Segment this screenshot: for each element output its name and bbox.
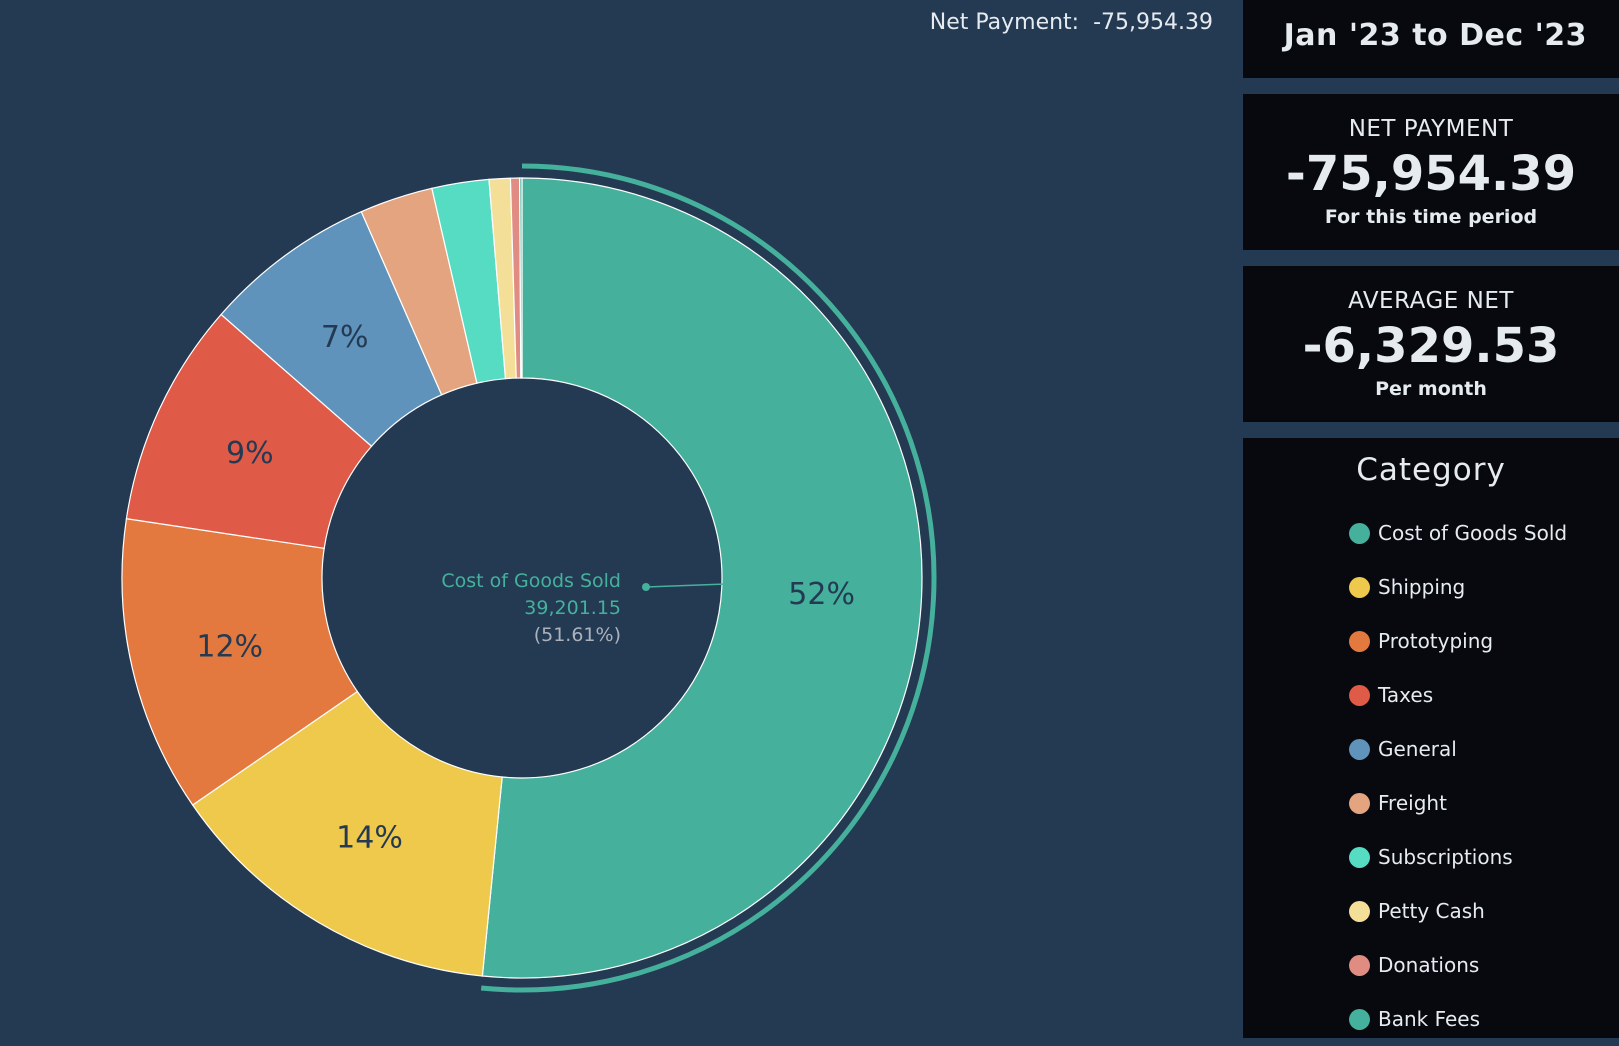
date-range: Jan '23 to Dec '23: [1283, 18, 1587, 53]
net-payment-title: NET PAYMENT: [1348, 116, 1514, 142]
legend-item-bank-fees[interactable]: Bank Fees: [1349, 992, 1567, 1046]
legend-label: Prototyping: [1378, 629, 1494, 653]
legend-dot-icon: [1349, 522, 1370, 544]
sidebar: Jan '23 to Dec '23 NET PAYMENT -75,954.3…: [1243, 0, 1619, 1038]
average-net-subtitle: Per month: [1375, 378, 1487, 400]
legend-label: Taxes: [1378, 683, 1434, 707]
legend-item-shipping[interactable]: Shipping: [1349, 560, 1567, 614]
net-payment-kpi: -75,954.39: [1285, 146, 1577, 202]
net-payment-label: Net Payment:: [929, 10, 1080, 35]
average-net-title: AVERAGE NET: [1348, 288, 1514, 314]
tooltip-value: 39,201.15: [524, 597, 621, 619]
legend-label: Cost of Goods Sold: [1378, 521, 1568, 545]
legend-dot-icon: [1349, 846, 1370, 868]
tooltip-leader-line: [645, 583, 727, 588]
slice-shipping[interactable]: [191, 690, 503, 977]
slice-label-cost-of-goods-sold: 52%: [788, 577, 855, 612]
legend-dot-icon: [1349, 576, 1370, 598]
slice-label-general: 7%: [321, 320, 369, 355]
legend-item-donations[interactable]: Donations: [1349, 938, 1567, 992]
legend-dot-icon: [1349, 900, 1370, 922]
net-payment-header: Net Payment: -75,954.39: [930, 10, 1213, 35]
legend-dot-icon: [1349, 684, 1370, 706]
net-payment-subtitle: For this time period: [1324, 206, 1538, 228]
legend-card: Category Cost of Goods Sold Shipping Proto…: [1243, 438, 1619, 1038]
legend-dot-icon: [1349, 630, 1370, 652]
highlight-arc-cost-of-goods-sold: [480, 163, 937, 993]
legend-label: Donations: [1378, 953, 1480, 977]
legend-item-cost-of-goods-sold[interactable]: Cost of Goods Sold: [1349, 506, 1567, 560]
legend-item-general[interactable]: General: [1349, 722, 1567, 776]
tooltip-category: Cost of Goods Sold: [441, 570, 621, 592]
legend-label: General: [1378, 737, 1457, 761]
date-range-card: Jan '23 to Dec '23: [1243, 0, 1619, 78]
slice-label-shipping: 14%: [336, 820, 403, 855]
legend-dot-icon: [1349, 792, 1370, 814]
slice-prototyping[interactable]: [121, 518, 359, 806]
slice-label-taxes: 9%: [226, 436, 274, 471]
legend: Cost of Goods Sold Shipping Prototyping Tax…: [1349, 506, 1567, 1046]
slice-label-prototyping: 12%: [196, 630, 263, 665]
legend-dot-icon: [1349, 954, 1370, 976]
tooltip-leader-dot: [642, 583, 650, 591]
legend-dot-icon: [1349, 738, 1370, 760]
legend-label: Petty Cash: [1378, 899, 1485, 923]
legend-item-taxes[interactable]: Taxes: [1349, 668, 1567, 722]
legend-item-freight[interactable]: Freight: [1349, 776, 1567, 830]
average-net-kpi: -6,329.53: [1302, 318, 1560, 374]
average-net-card: AVERAGE NET -6,329.53 Per month: [1243, 266, 1619, 422]
net-payment-card: NET PAYMENT -75,954.39 For this time per…: [1243, 94, 1619, 250]
legend-label: Shipping: [1378, 575, 1466, 599]
legend-item-petty-cash[interactable]: Petty Cash: [1349, 884, 1567, 938]
legend-item-prototyping[interactable]: Prototyping: [1349, 614, 1567, 668]
slice-bank-fees[interactable]: [519, 177, 523, 379]
net-payment-value: -75,954.39: [1093, 10, 1213, 35]
tooltip-percent: (51.61%): [534, 624, 621, 646]
legend-title: Category: [1356, 452, 1506, 488]
legend-label: Freight: [1378, 791, 1447, 815]
legend-label: Subscriptions: [1378, 845, 1513, 869]
hover-tooltip: Cost of Goods Sold 39,201.15 (51.61%): [441, 570, 727, 646]
legend-item-subscriptions[interactable]: Subscriptions: [1349, 830, 1567, 884]
chart-area: Net Payment: -75,954.39 52% 14% 12% 9% 7% Cos…: [0, 0, 1243, 1038]
slice-cost-of-goods-sold[interactable]: [481, 177, 923, 979]
legend-dot-icon: [1349, 1008, 1370, 1030]
legend-label: Bank Fees: [1378, 1007, 1481, 1031]
donut-chart[interactable]: 52% 14% 12% 9% 7% Cost of Goods Sold 39,201.…: [0, 0, 1243, 1038]
